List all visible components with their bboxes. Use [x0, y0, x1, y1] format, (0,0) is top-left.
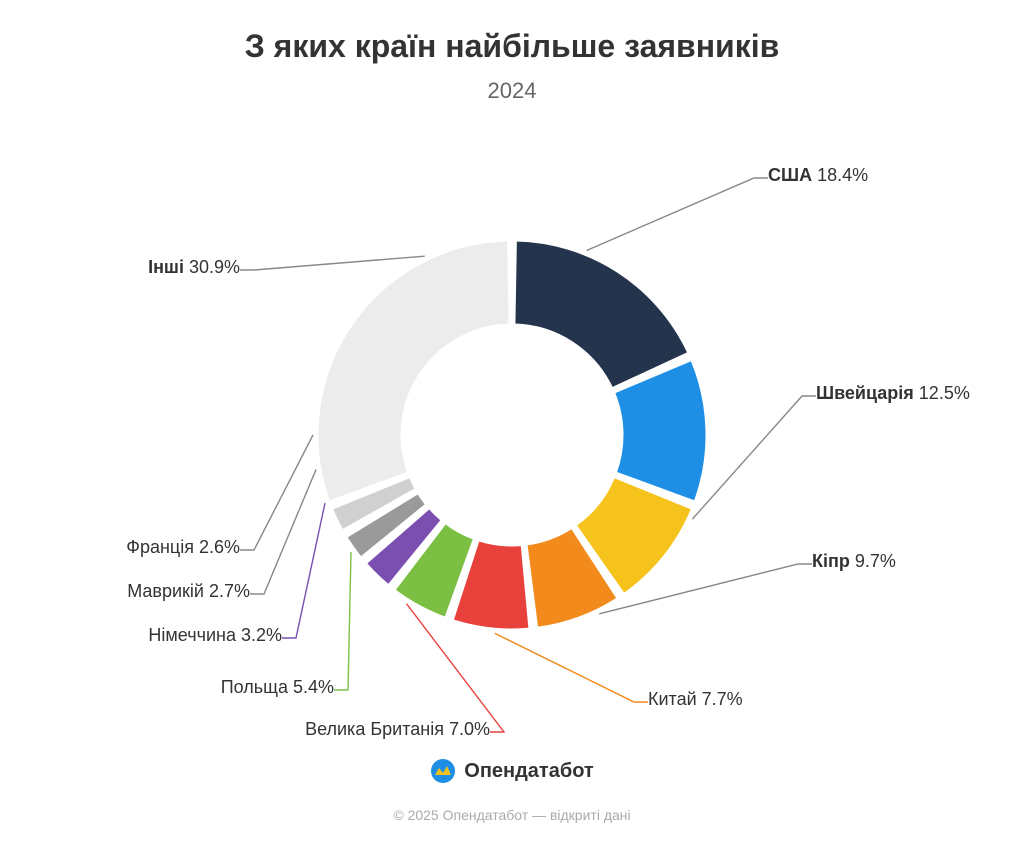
leader-line: [240, 256, 425, 270]
copyright-text: © 2025 Опендатабот — відкриті дані: [0, 807, 1024, 823]
slice-label-pct: 12.5%: [914, 383, 970, 403]
slice-label-pct: 30.9%: [184, 257, 240, 277]
brand-text: Опендатабот: [464, 760, 593, 783]
leader-line: [692, 396, 816, 519]
donut-chart: [0, 0, 1024, 853]
slice-label-pct: 7.0%: [444, 719, 490, 739]
slice-label-name: Маврикій: [127, 581, 204, 601]
slice-label-name: Китай: [648, 689, 697, 709]
slice-label-pct: 3.2%: [236, 625, 282, 645]
donut-slice: [317, 240, 510, 502]
slice-label-name: Швейцарія: [816, 383, 914, 403]
slice-label: Китай 7.7%: [648, 689, 743, 710]
slice-label-name: Польща: [221, 677, 288, 697]
slice-label: Кіпр 9.7%: [812, 551, 896, 572]
slice-label-name: Німеччина: [148, 625, 236, 645]
slice-label: Німеччина 3.2%: [148, 625, 282, 646]
slice-label-name: Франція: [126, 537, 194, 557]
slice-label: Франція 2.6%: [126, 537, 240, 558]
slice-label-pct: 18.4%: [812, 165, 868, 185]
leader-line: [250, 470, 316, 594]
brand-row: Опендатабот: [0, 758, 1024, 789]
leader-line: [240, 435, 313, 550]
slice-label-pct: 7.7%: [697, 689, 743, 709]
chart-card: З яких країн найбільше заявників 2024 СШ…: [0, 0, 1024, 853]
slice-label-pct: 2.6%: [194, 537, 240, 557]
slice-label-pct: 9.7%: [850, 551, 896, 571]
leader-line: [587, 178, 768, 250]
donut-slice: [514, 240, 689, 389]
slice-label: США 18.4%: [768, 165, 868, 186]
slice-label: Маврикій 2.7%: [127, 581, 250, 602]
slice-label-name: Кіпр: [812, 551, 850, 571]
slice-label-pct: 5.4%: [288, 677, 334, 697]
slice-label-name: США: [768, 165, 812, 185]
slice-label-name: Велика Британія: [305, 719, 444, 739]
slice-label-name: Інші: [148, 257, 184, 277]
leader-line: [282, 503, 325, 638]
slice-label: Швейцарія 12.5%: [816, 383, 970, 404]
slice-label: Інші 30.9%: [148, 257, 240, 278]
slice-label: Польща 5.4%: [221, 677, 334, 698]
leader-line: [334, 552, 351, 690]
brand-icon: [430, 758, 456, 784]
slice-label: Велика Британія 7.0%: [305, 719, 490, 740]
leader-line: [495, 633, 648, 702]
slice-label-pct: 2.7%: [204, 581, 250, 601]
